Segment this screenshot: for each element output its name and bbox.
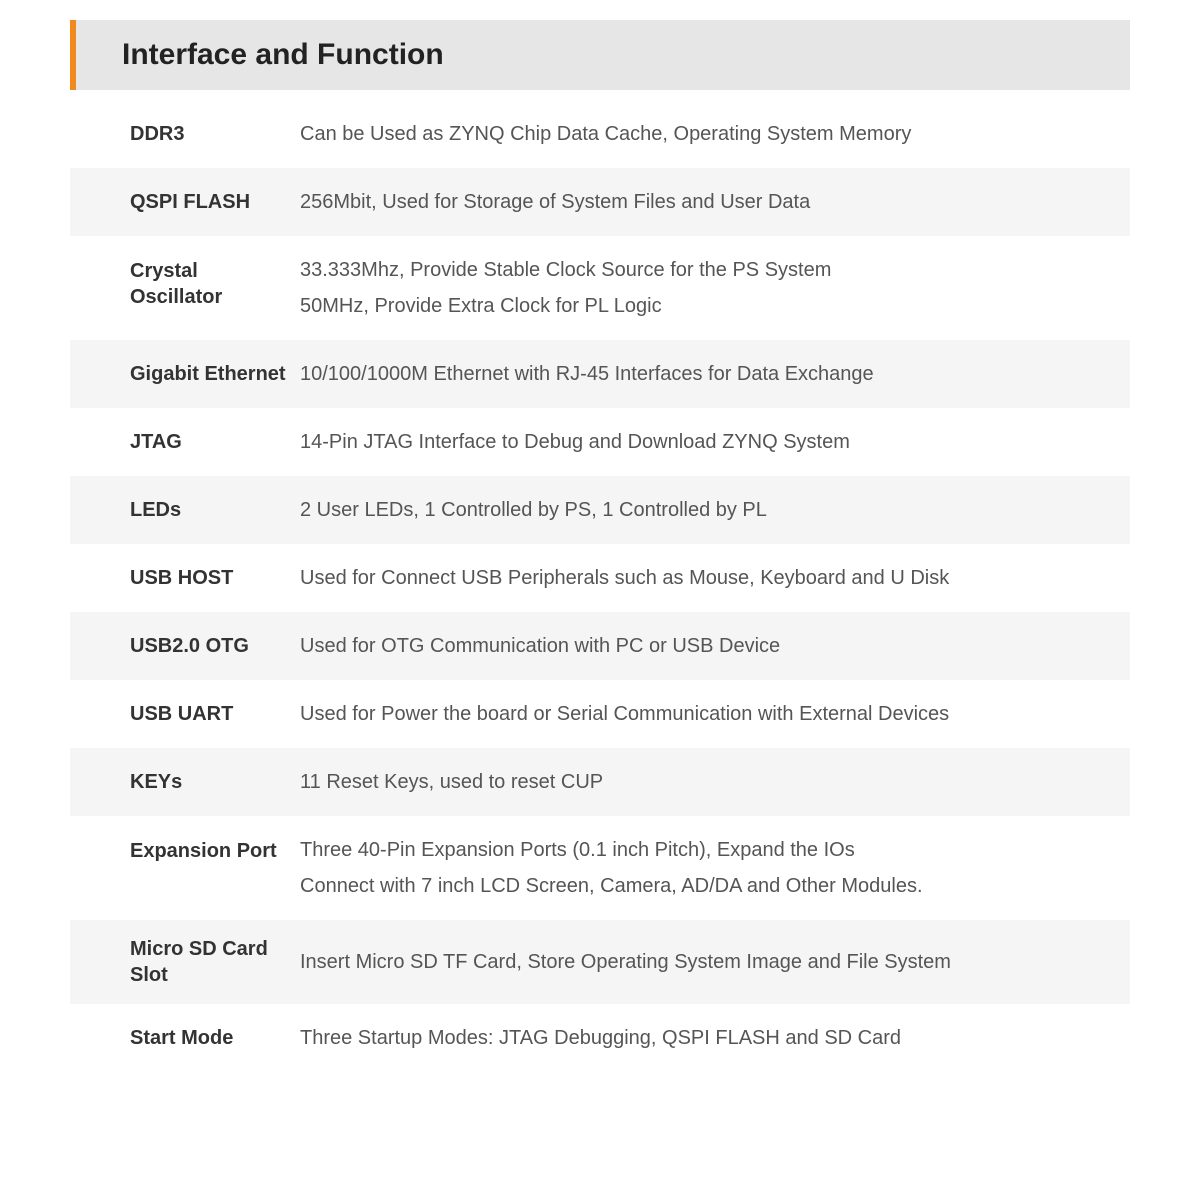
row-description: Used for OTG Communication with PC or US… [300,628,1130,664]
table-row: QSPI FLASH256Mbit, Used for Storage of S… [70,168,1130,236]
row-description-line: 11 Reset Keys, used to reset CUP [300,764,1110,800]
row-description-line: 256Mbit, Used for Storage of System File… [300,184,1110,220]
row-label: LEDs [70,497,300,523]
table-row: Expansion PortThree 40-Pin Expansion Por… [70,816,1130,920]
row-description-line: 2 User LEDs, 1 Controlled by PS, 1 Contr… [300,492,1110,528]
row-description-line: Used for Power the board or Serial Commu… [300,696,1110,732]
section-title: Interface and Function [122,38,1110,72]
row-label: KEYs [70,769,300,795]
row-description: 10/100/1000M Ethernet with RJ-45 Interfa… [300,356,1130,392]
section-header: Interface and Function [70,20,1130,90]
row-label: USB UART [70,701,300,727]
table-row: DDR3Can be Used as ZYNQ Chip Data Cache,… [70,100,1130,168]
row-label: DDR3 [70,121,300,147]
row-description: 33.333Mhz, Provide Stable Clock Source f… [300,252,1130,324]
row-description: 256Mbit, Used for Storage of System File… [300,184,1130,220]
row-description-line: 50MHz, Provide Extra Clock for PL Logic [300,288,1110,324]
row-description-line: Insert Micro SD TF Card, Store Operating… [300,944,1110,980]
table-row: USB UARTUsed for Power the board or Seri… [70,680,1130,748]
row-description: Used for Power the board or Serial Commu… [300,696,1130,732]
row-description-line: Used for OTG Communication with PC or US… [300,628,1110,664]
row-description: Three 40-Pin Expansion Ports (0.1 inch P… [300,832,1130,904]
row-description-line: Three 40-Pin Expansion Ports (0.1 inch P… [300,832,1110,868]
table-row: KEYs11 Reset Keys, used to reset CUP [70,748,1130,816]
spec-table-container: Interface and Function DDR3Can be Used a… [0,0,1200,1092]
table-row: USB2.0 OTGUsed for OTG Communication wit… [70,612,1130,680]
row-label: Expansion Port [70,832,300,864]
table-row: Gigabit Ethernet10/100/1000M Ethernet wi… [70,340,1130,408]
row-description-line: 14-Pin JTAG Interface to Debug and Downl… [300,424,1110,460]
table-row: USB HOSTUsed for Connect USB Peripherals… [70,544,1130,612]
row-description: Three Startup Modes: JTAG Debugging, QSP… [300,1020,1130,1056]
row-description: Used for Connect USB Peripherals such as… [300,560,1130,596]
spec-rows: DDR3Can be Used as ZYNQ Chip Data Cache,… [70,100,1130,1072]
row-description-line: Three Startup Modes: JTAG Debugging, QSP… [300,1020,1110,1056]
row-description: Can be Used as ZYNQ Chip Data Cache, Ope… [300,116,1130,152]
row-label: USB HOST [70,565,300,591]
row-description-line: 10/100/1000M Ethernet with RJ-45 Interfa… [300,356,1110,392]
row-label: Start Mode [70,1025,300,1051]
row-description-line: Used for Connect USB Peripherals such as… [300,560,1110,596]
row-label: QSPI FLASH [70,189,300,215]
table-row: Micro SD Card SlotInsert Micro SD TF Car… [70,920,1130,1004]
row-label: Crystal Oscillator [70,252,300,310]
row-description-line: Can be Used as ZYNQ Chip Data Cache, Ope… [300,116,1110,152]
row-description: 14-Pin JTAG Interface to Debug and Downl… [300,424,1130,460]
row-label: Micro SD Card Slot [70,936,300,988]
row-description-line: 33.333Mhz, Provide Stable Clock Source f… [300,252,1110,288]
table-row: Start ModeThree Startup Modes: JTAG Debu… [70,1004,1130,1072]
row-description: 2 User LEDs, 1 Controlled by PS, 1 Contr… [300,492,1130,528]
table-row: LEDs2 User LEDs, 1 Controlled by PS, 1 C… [70,476,1130,544]
table-row: JTAG14-Pin JTAG Interface to Debug and D… [70,408,1130,476]
row-description-line: Connect with 7 inch LCD Screen, Camera, … [300,868,1110,904]
row-label: USB2.0 OTG [70,633,300,659]
table-row: Crystal Oscillator33.333Mhz, Provide Sta… [70,236,1130,340]
row-label: Gigabit Ethernet [70,361,300,387]
row-label: JTAG [70,429,300,455]
row-description: 11 Reset Keys, used to reset CUP [300,764,1130,800]
row-description: Insert Micro SD TF Card, Store Operating… [300,944,1130,980]
